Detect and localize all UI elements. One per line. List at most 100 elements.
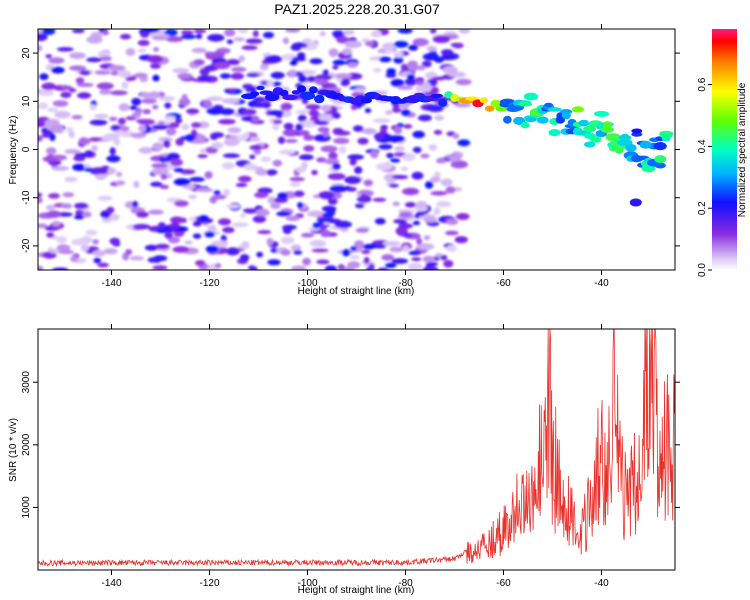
noise-cell bbox=[316, 157, 327, 163]
noise-cell bbox=[266, 110, 284, 116]
noise-cell bbox=[82, 211, 92, 218]
noise-cell bbox=[242, 132, 250, 138]
trace-cell bbox=[536, 116, 549, 124]
noise-cell bbox=[62, 192, 75, 198]
noise-cell bbox=[272, 119, 283, 124]
noise-cell bbox=[175, 118, 183, 124]
noise-cell bbox=[45, 147, 57, 155]
trace-cell bbox=[518, 102, 533, 107]
noise-cell bbox=[407, 262, 423, 270]
x-tick-label: -140 bbox=[101, 278, 121, 289]
noise-cell bbox=[109, 213, 120, 221]
noise-cell bbox=[175, 138, 185, 146]
noise-cell bbox=[446, 218, 459, 225]
noise-cell bbox=[45, 204, 56, 211]
noise-cell bbox=[49, 125, 62, 133]
noise-cell bbox=[382, 241, 401, 247]
noise-cell bbox=[241, 241, 250, 246]
noise-cell bbox=[322, 69, 329, 76]
snr-x-label: Height of straight line (km) bbox=[298, 585, 415, 596]
noise-cell bbox=[289, 177, 305, 182]
noise-cell bbox=[179, 169, 196, 175]
noise-cell bbox=[266, 237, 274, 246]
noise-cell bbox=[391, 258, 409, 264]
noise-cell bbox=[222, 189, 231, 197]
y-tick-label: 3000 bbox=[21, 371, 32, 394]
noise-cell bbox=[456, 213, 470, 220]
noise-cell bbox=[227, 60, 240, 65]
noise-cell bbox=[342, 29, 355, 35]
noise-cell bbox=[404, 78, 418, 86]
noise-cell bbox=[131, 97, 142, 106]
noise-cell bbox=[259, 64, 269, 71]
noise-cell bbox=[205, 146, 218, 154]
noise-cell bbox=[44, 118, 61, 127]
noise-cell bbox=[446, 245, 458, 252]
noise-cell bbox=[283, 122, 294, 130]
x-tick-label: -120 bbox=[199, 578, 219, 589]
trace-cell bbox=[572, 106, 584, 113]
noise-cell bbox=[92, 239, 99, 245]
noise-cell bbox=[116, 171, 123, 177]
noise-cell bbox=[180, 30, 194, 35]
noise-cell bbox=[192, 233, 202, 239]
noise-cell bbox=[415, 77, 425, 82]
noise-cell bbox=[168, 236, 180, 244]
trace-cell bbox=[544, 102, 553, 108]
x-tick-label: -140 bbox=[101, 578, 121, 589]
trace-cell bbox=[561, 111, 571, 120]
noise-cell bbox=[207, 224, 217, 232]
noise-cell bbox=[42, 156, 56, 162]
noise-cell bbox=[90, 167, 108, 176]
noise-cell bbox=[350, 246, 357, 252]
noise-cell bbox=[370, 150, 379, 159]
noise-cell bbox=[207, 34, 225, 42]
noise-cell bbox=[285, 215, 301, 221]
trace-cell bbox=[653, 142, 667, 151]
noise-cell bbox=[364, 40, 375, 47]
noise-cell bbox=[393, 126, 403, 134]
colorbar-tick-label: 0.0 bbox=[697, 263, 708, 277]
noise-cell bbox=[140, 31, 150, 38]
noise-cell bbox=[386, 152, 394, 159]
noise-cell bbox=[393, 40, 409, 48]
noise-cell bbox=[214, 62, 231, 70]
trace-cell bbox=[299, 91, 316, 100]
trace-cell bbox=[520, 121, 530, 129]
spectrogram-x-label: Height of straight line (km) bbox=[298, 286, 415, 297]
noise-cell bbox=[165, 36, 184, 43]
colorbar-tick-label: 0.2 bbox=[697, 201, 708, 215]
noise-cell bbox=[354, 166, 363, 174]
noise-cell bbox=[109, 237, 120, 245]
noise-cell bbox=[355, 228, 369, 233]
noise-cell bbox=[192, 221, 202, 227]
noise-cell bbox=[56, 244, 71, 251]
noise-cell bbox=[324, 265, 337, 270]
noise-cell bbox=[455, 78, 472, 86]
trace-cell bbox=[250, 91, 260, 97]
noise-cell bbox=[92, 250, 106, 257]
noise-cell bbox=[154, 243, 170, 250]
noise-cell bbox=[86, 57, 102, 63]
noise-cell bbox=[327, 197, 338, 205]
snr-x-axis: -140 -120 -100 -80 -60 -40 bbox=[101, 324, 609, 589]
noise-cell bbox=[450, 160, 468, 169]
noise-cell bbox=[103, 133, 120, 142]
trace-cell bbox=[291, 90, 300, 95]
noise-cell bbox=[131, 111, 141, 119]
spectrogram-x-axis: -140 -120 -100 -80 -60 -40 bbox=[101, 24, 609, 289]
noise-cell bbox=[337, 264, 345, 270]
noise-cell bbox=[130, 132, 146, 139]
noise-cell bbox=[421, 60, 432, 68]
x-tick-label: -60 bbox=[496, 278, 511, 289]
noise-cell bbox=[393, 57, 404, 64]
noise-cell bbox=[255, 168, 269, 176]
noise-cell bbox=[402, 233, 413, 238]
x-tick-label: -60 bbox=[496, 578, 511, 589]
noise-cell bbox=[48, 193, 60, 199]
colorbar-tick-label: 0.6 bbox=[697, 77, 708, 91]
noise-cell bbox=[193, 29, 207, 34]
trace-cell bbox=[265, 93, 280, 102]
noise-cell bbox=[289, 60, 298, 66]
noise-cell bbox=[435, 201, 452, 208]
